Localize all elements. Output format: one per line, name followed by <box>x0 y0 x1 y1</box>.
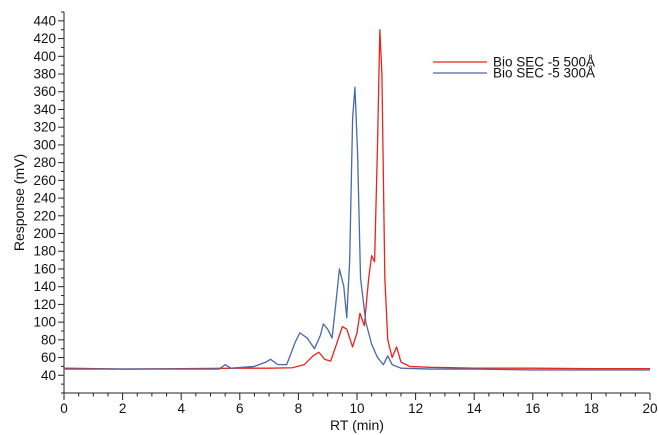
x-tick-label: 4 <box>177 401 185 416</box>
y-tick-label: 240 <box>33 191 56 206</box>
x-tick-label: 20 <box>642 401 657 416</box>
y-tick-label: 60 <box>41 350 56 365</box>
y-tick-label: 100 <box>33 315 56 330</box>
y-tick-label: 440 <box>33 13 56 28</box>
y-tick-label: 380 <box>33 67 56 82</box>
axes: 0 2 4 6 8 10 12 14 16 18 20 40 60 80 100 120 140 160 180 2… <box>33 11 658 416</box>
y-tick-label: 180 <box>33 244 56 259</box>
series-line <box>63 29 650 370</box>
y-tick-label: 220 <box>33 208 56 223</box>
x-axis-title: RT (min) <box>330 417 384 433</box>
legend-label: Bio SEC -5 500Å <box>493 55 595 70</box>
x-tick-label: 8 <box>295 401 303 416</box>
series-line <box>64 86 650 371</box>
y-tick-label: 400 <box>33 49 56 64</box>
x-tick-label: 18 <box>584 401 599 416</box>
x-tick-label: 14 <box>467 401 483 416</box>
y-axis-ticks: 40 60 80 100 120 140 160 180 200 220 240 260 280 300 3… <box>33 11 64 394</box>
y-tick-label: 160 <box>33 261 56 276</box>
y-tick-label: 80 <box>41 332 56 347</box>
y-axis-title: Response (mV) <box>11 154 27 251</box>
x-tick-label: 2 <box>119 401 127 416</box>
legend-label: Bio SEC -5 300Å <box>493 66 595 81</box>
x-tick-label: 16 <box>525 401 540 416</box>
y-tick-label: 200 <box>33 226 56 241</box>
y-tick-label: 320 <box>33 120 56 135</box>
y-tick-label: 140 <box>33 279 56 294</box>
x-tick-label: 0 <box>60 401 68 416</box>
y-tick-label: 280 <box>33 155 56 170</box>
y-tick-label: 120 <box>33 297 56 312</box>
x-axis-ticks: 0 2 4 6 8 10 12 14 16 18 20 <box>60 393 658 416</box>
series-lines <box>63 29 650 371</box>
x-tick-label: 10 <box>349 401 364 416</box>
x-tick-label: 6 <box>236 401 244 416</box>
y-tick-label: 360 <box>33 84 56 99</box>
x-tick-label: 12 <box>408 401 423 416</box>
y-tick-label: 340 <box>33 102 56 117</box>
y-tick-label: 300 <box>33 137 56 152</box>
y-tick-label: 420 <box>33 31 56 46</box>
y-tick-label: 40 <box>41 368 56 383</box>
y-tick-label: 260 <box>33 173 56 188</box>
